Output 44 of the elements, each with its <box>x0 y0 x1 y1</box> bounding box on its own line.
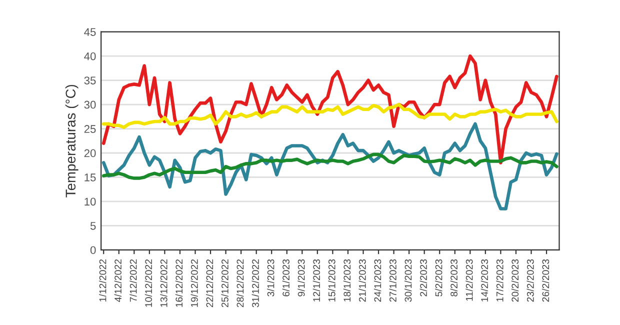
x-tick-label: 7/12/2022 <box>130 259 137 302</box>
x-tick-label: 26/2/2023 <box>542 259 550 302</box>
y-tick-label: 10 <box>84 198 96 206</box>
x-tick-label: 25/12/2022 <box>221 259 228 308</box>
x-tick-label: 4/12/2022 <box>114 259 122 302</box>
x-tick-label: 27/1/2023 <box>389 259 396 302</box>
x-tick-label: 23/2/2023 <box>526 259 534 302</box>
x-tick-label: 24/1/2023 <box>374 259 382 302</box>
y-tick-label: 15 <box>84 174 96 182</box>
x-tick-label: 11/2/2023 <box>466 259 473 301</box>
x-tick-label: 22/12/2022 <box>206 259 214 308</box>
x-tick-label: 6/1/2023 <box>282 259 290 296</box>
y-axis-title: Temperaturas (°C) <box>65 84 78 198</box>
y-tick-label: 0 <box>90 246 96 254</box>
x-tick-label: 13/12/2022 <box>160 259 168 307</box>
x-tick-label: 2/2/2023 <box>420 259 427 296</box>
x-tick-label: 28/12/2022 <box>236 259 244 308</box>
x-tick-label: 8/2/2023 <box>450 259 458 296</box>
x-tick-label: 15/1/2023 <box>328 259 336 302</box>
y-tick-label: 5 <box>90 222 96 230</box>
y-tick-label: 35 <box>84 76 96 84</box>
y-tick-label: 40 <box>84 52 96 60</box>
line-series <box>102 152 558 180</box>
line-series <box>102 54 558 164</box>
y-tick-label: 45 <box>84 28 96 36</box>
x-tick-label: 5/2/2023 <box>435 259 442 296</box>
x-tick-label: 3/1/2023 <box>267 259 274 296</box>
x-tick-label: 20/2/2023 <box>511 259 519 302</box>
x-tick-label: 10/12/2022 <box>144 259 152 307</box>
y-tick-label: 30 <box>84 100 96 109</box>
x-tick-label: 14/2/2023 <box>480 259 488 302</box>
x-tick-label: 12/1/2023 <box>312 259 320 302</box>
x-tick-label: 17/2/2023 <box>496 259 504 302</box>
x-tick-label: 16/12/2022 <box>175 259 183 307</box>
x-tick-label: 1/12/2022 <box>99 259 106 302</box>
x-tick-label: 9/1/2023 <box>298 259 305 296</box>
x-tick-label: 21/1/2023 <box>358 259 366 302</box>
x-tick-label: 30/1/2023 <box>404 259 412 302</box>
y-tick-label: 25 <box>84 125 96 133</box>
x-tick-label: 18/1/2023 <box>343 259 351 302</box>
y-tick-label: 20 <box>84 149 96 158</box>
x-tick-label: 31/12/2022 <box>252 259 259 308</box>
line-series <box>102 102 558 129</box>
x-tick-label: 19/12/2022 <box>190 259 198 307</box>
